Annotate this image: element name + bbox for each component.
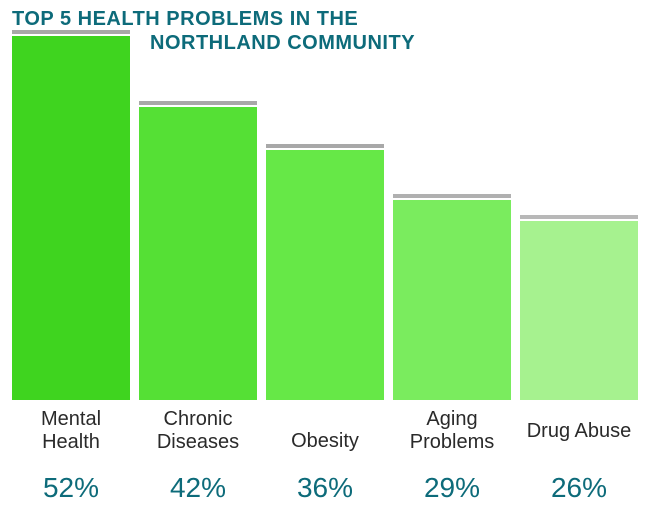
value-label: 26% <box>520 472 638 504</box>
category-label-line: Drug Abuse <box>520 420 638 443</box>
chart-title-line1: TOP 5 HEALTH PROBLEMS IN THE <box>12 8 358 31</box>
category-labels-row: MentalHealthChronicDiseasesObesityAgingP… <box>12 408 638 468</box>
category-label: AgingProblems <box>393 408 511 454</box>
bar-body <box>393 200 511 400</box>
bar-body <box>12 36 130 400</box>
category-label-line: Health <box>12 431 130 454</box>
category-label-line: Aging <box>393 408 511 431</box>
bar-cap <box>393 194 511 198</box>
bar <box>12 30 130 400</box>
bar-body <box>266 150 384 400</box>
category-label-line: Obesity <box>266 430 384 453</box>
value-label: 42% <box>139 472 257 504</box>
category-label-line: Chronic <box>139 408 257 431</box>
bar-cap <box>12 30 130 34</box>
bar-body <box>139 107 257 400</box>
bar-cap <box>266 144 384 148</box>
category-label: Drug Abuse <box>520 420 638 443</box>
value-label: 29% <box>393 472 511 504</box>
category-label-line: Problems <box>393 431 511 454</box>
value-label: 36% <box>266 472 384 504</box>
category-label: ChronicDiseases <box>139 408 257 454</box>
bar-cap <box>139 101 257 105</box>
bar <box>393 194 511 400</box>
bar <box>139 101 257 400</box>
bar-cap <box>520 215 638 219</box>
category-label: MentalHealth <box>12 408 130 454</box>
bar-chart <box>12 30 638 400</box>
bar-body <box>520 221 638 400</box>
category-label: Obesity <box>266 430 384 453</box>
value-label: 52% <box>12 472 130 504</box>
bar <box>266 144 384 400</box>
category-label-line: Mental <box>12 408 130 431</box>
bar <box>520 215 638 400</box>
category-label-line: Diseases <box>139 431 257 454</box>
